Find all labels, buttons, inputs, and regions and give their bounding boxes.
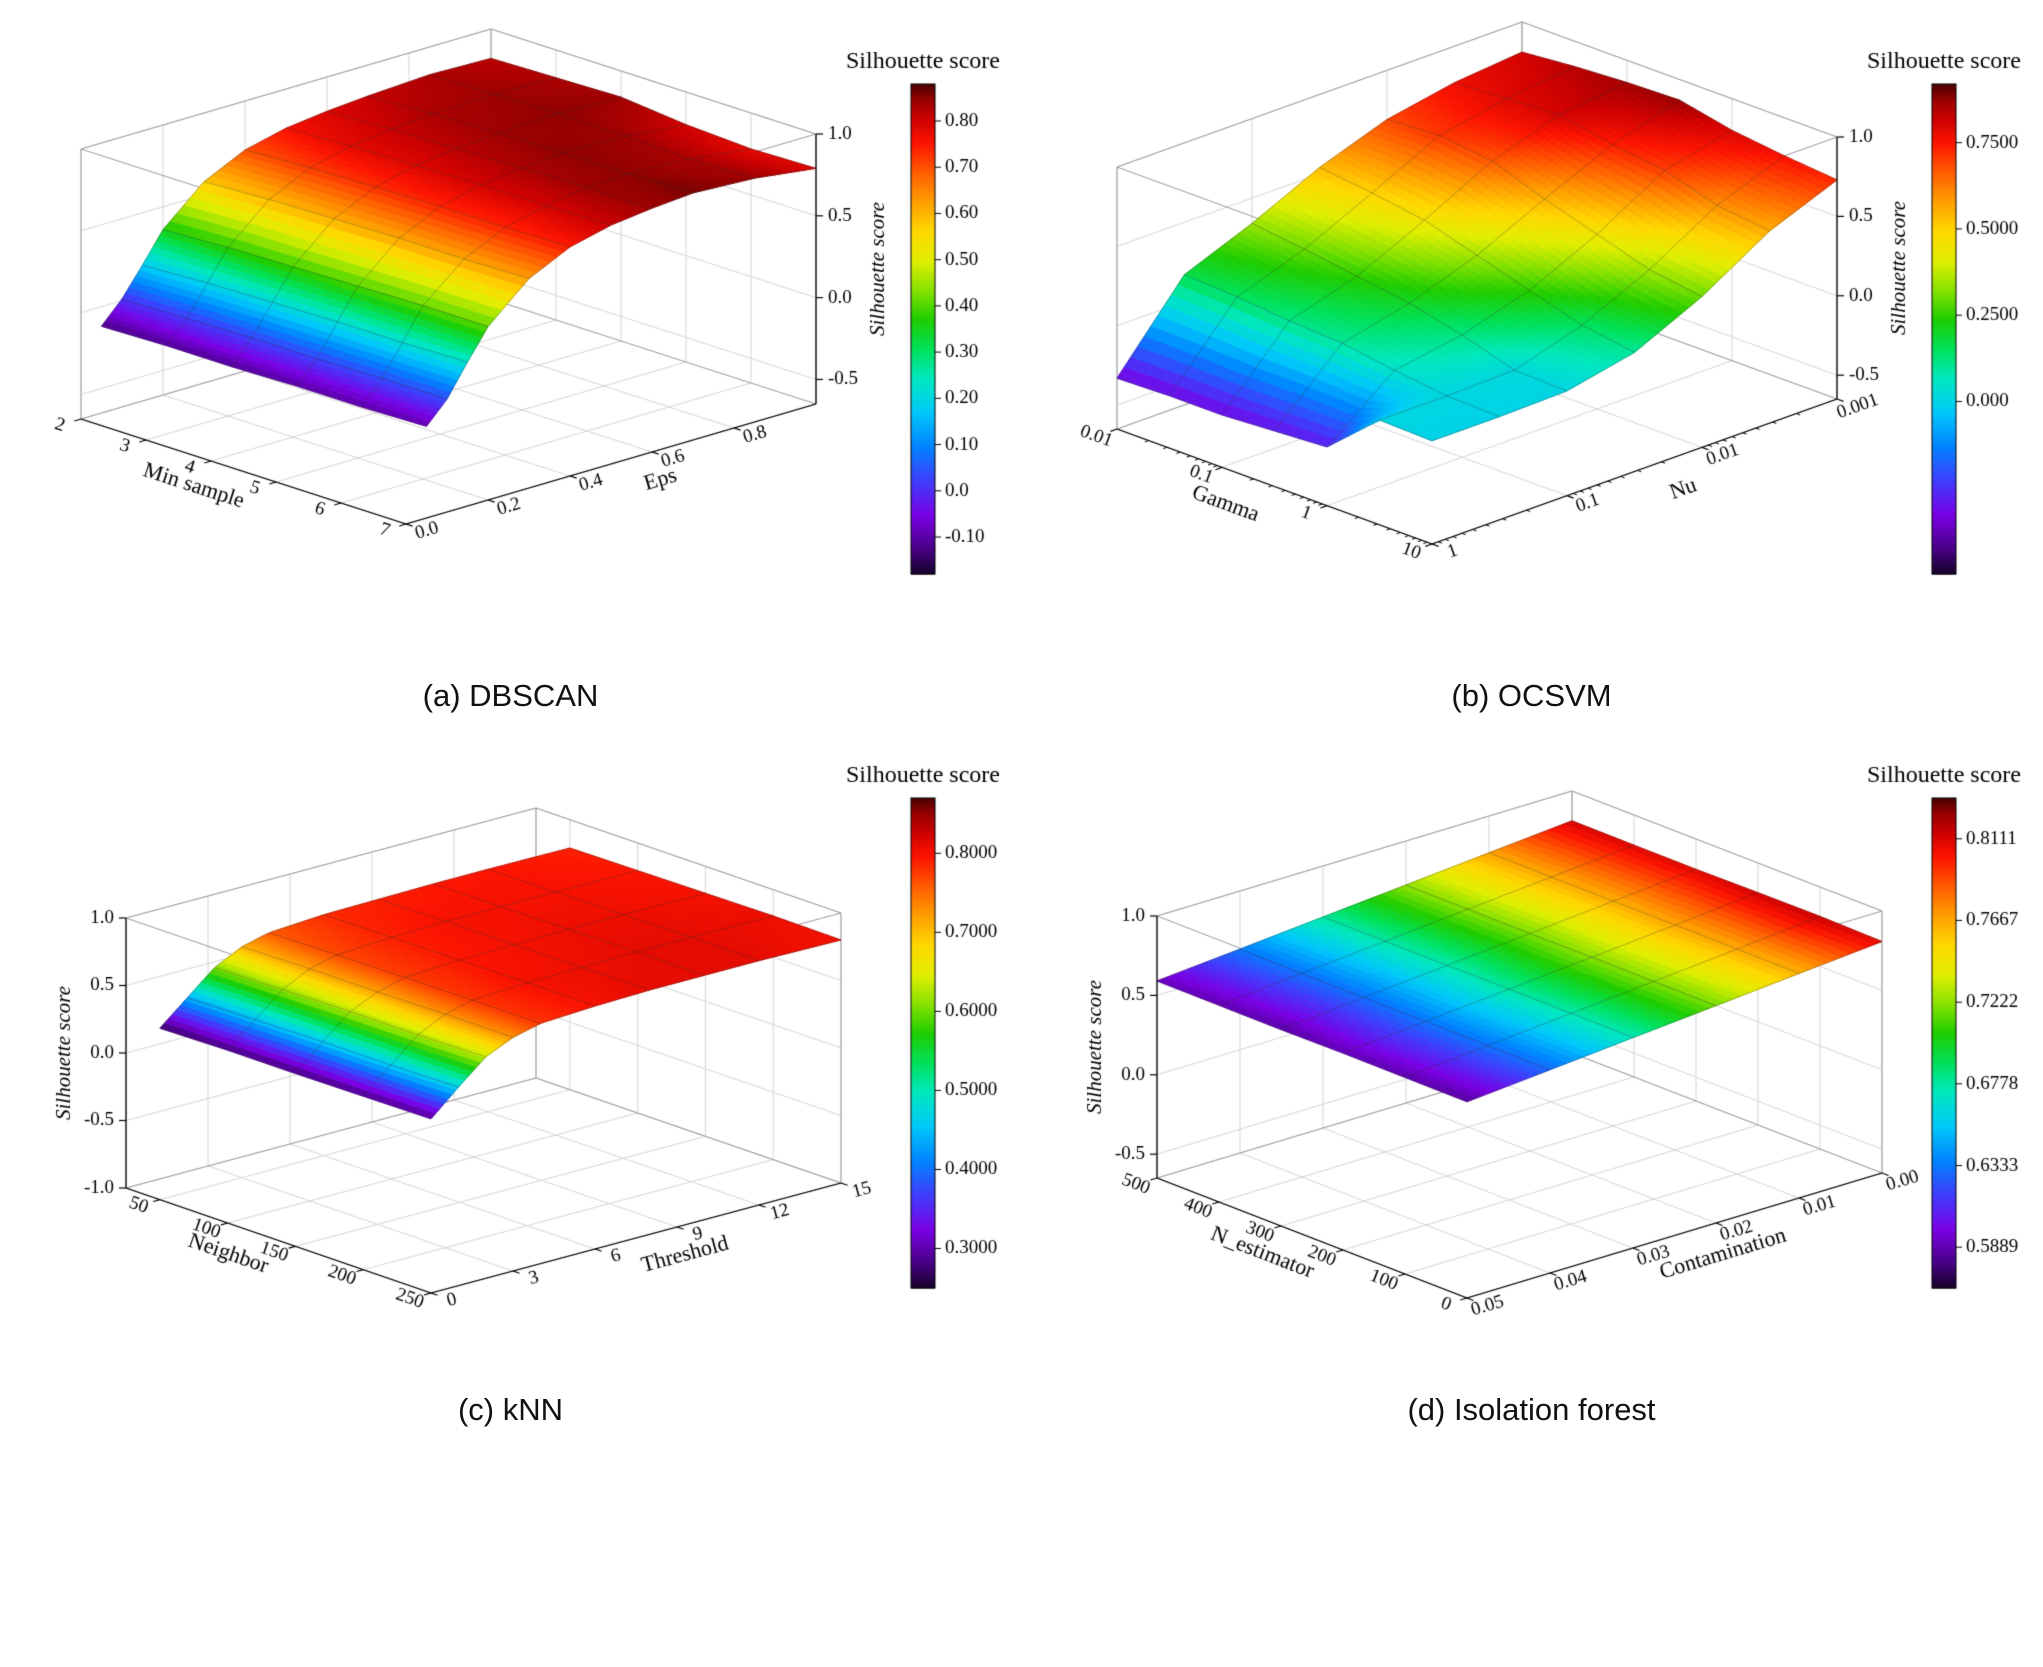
panel-ocsvm: (b) OCSVM xyxy=(1021,14,2042,714)
knn-surface-plot xyxy=(10,728,1011,1388)
panel-knn: (c) kNN xyxy=(0,728,1021,1428)
panel-iforest: (d) Isolation forest xyxy=(1021,728,2042,1428)
caption-iforest: (d) Isolation forest xyxy=(1407,1392,1656,1427)
caption-knn: (c) kNN xyxy=(457,1392,564,1427)
ocsvm-surface-plot xyxy=(1031,14,2032,674)
caption-dbscan: (a) DBSCAN xyxy=(422,678,599,713)
figure-panels: (a) DBSCAN (b) OCSVM (c) kNN (d) Isolati… xyxy=(0,14,2042,1428)
caption-ocsvm: (b) OCSVM xyxy=(1451,678,1612,713)
dbscan-surface-plot xyxy=(10,14,1011,674)
iforest-surface-plot xyxy=(1031,728,2032,1388)
panel-dbscan: (a) DBSCAN xyxy=(0,14,1021,714)
